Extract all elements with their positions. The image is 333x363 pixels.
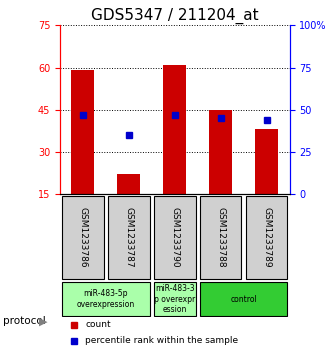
FancyBboxPatch shape <box>62 282 150 317</box>
Bar <box>209 110 232 194</box>
Text: GSM1233789: GSM1233789 <box>262 207 271 268</box>
FancyBboxPatch shape <box>108 196 150 279</box>
Text: GSM1233787: GSM1233787 <box>124 207 134 268</box>
FancyBboxPatch shape <box>200 282 287 317</box>
Title: GDS5347 / 211204_at: GDS5347 / 211204_at <box>91 8 259 24</box>
FancyBboxPatch shape <box>62 196 104 279</box>
Text: percentile rank within the sample: percentile rank within the sample <box>85 336 238 345</box>
Text: GSM1233788: GSM1233788 <box>216 207 225 268</box>
Text: GSM1233790: GSM1233790 <box>170 207 179 268</box>
FancyBboxPatch shape <box>246 196 287 279</box>
Text: ▶: ▶ <box>39 316 47 326</box>
Text: count: count <box>85 321 111 330</box>
Text: miR-483-5p
overexpression: miR-483-5p overexpression <box>77 289 135 309</box>
Bar <box>255 130 278 194</box>
FancyBboxPatch shape <box>154 196 195 279</box>
Text: control: control <box>230 294 257 303</box>
Bar <box>71 70 95 194</box>
FancyBboxPatch shape <box>200 196 241 279</box>
Bar <box>163 65 186 194</box>
Bar <box>117 175 141 194</box>
Text: miR-483-3
p overexpr
ession: miR-483-3 p overexpr ession <box>154 284 195 314</box>
FancyBboxPatch shape <box>154 282 195 317</box>
Text: protocol: protocol <box>3 316 46 326</box>
Text: GSM1233786: GSM1233786 <box>78 207 88 268</box>
